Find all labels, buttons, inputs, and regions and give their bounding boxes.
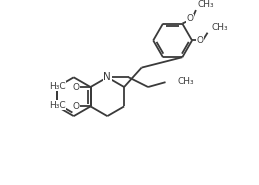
Text: CH₃: CH₃	[198, 0, 214, 9]
Text: N: N	[103, 72, 111, 82]
Text: O: O	[73, 102, 80, 111]
Text: H₃C: H₃C	[49, 82, 65, 90]
Text: H₃C: H₃C	[49, 101, 65, 110]
Text: O: O	[196, 36, 203, 45]
Text: O: O	[186, 14, 193, 23]
Text: O: O	[73, 83, 80, 92]
Text: CH₃: CH₃	[177, 77, 194, 86]
Text: CH₃: CH₃	[211, 23, 228, 32]
